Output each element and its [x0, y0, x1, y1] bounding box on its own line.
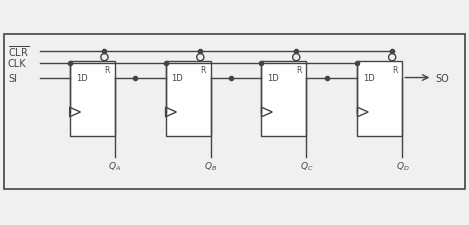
Bar [357, 62, 402, 136]
Circle shape [389, 54, 396, 61]
Circle shape [197, 54, 204, 61]
Circle shape [101, 54, 108, 61]
Text: R: R [200, 66, 206, 75]
Text: $\overline{\mathrm{CLR}}$: $\overline{\mathrm{CLR}}$ [8, 44, 29, 59]
Text: R: R [296, 66, 302, 75]
Text: 1D: 1D [363, 74, 375, 83]
Text: $Q_D$: $Q_D$ [395, 160, 409, 173]
Text: $Q_A$: $Q_A$ [108, 160, 121, 173]
Text: $Q_B$: $Q_B$ [204, 160, 217, 173]
Text: 1D: 1D [267, 74, 279, 83]
Text: SO: SO [435, 73, 449, 83]
Bar [69, 62, 114, 136]
Bar [166, 62, 211, 136]
Bar [262, 62, 306, 136]
Circle shape [293, 54, 300, 61]
Text: 1D: 1D [76, 74, 87, 83]
Text: SI: SI [8, 73, 17, 83]
Text: $Q_C$: $Q_C$ [300, 160, 313, 173]
Text: R: R [105, 66, 110, 75]
Text: CLK: CLK [8, 58, 27, 69]
Text: 1D: 1D [172, 74, 183, 83]
Text: R: R [392, 66, 398, 75]
